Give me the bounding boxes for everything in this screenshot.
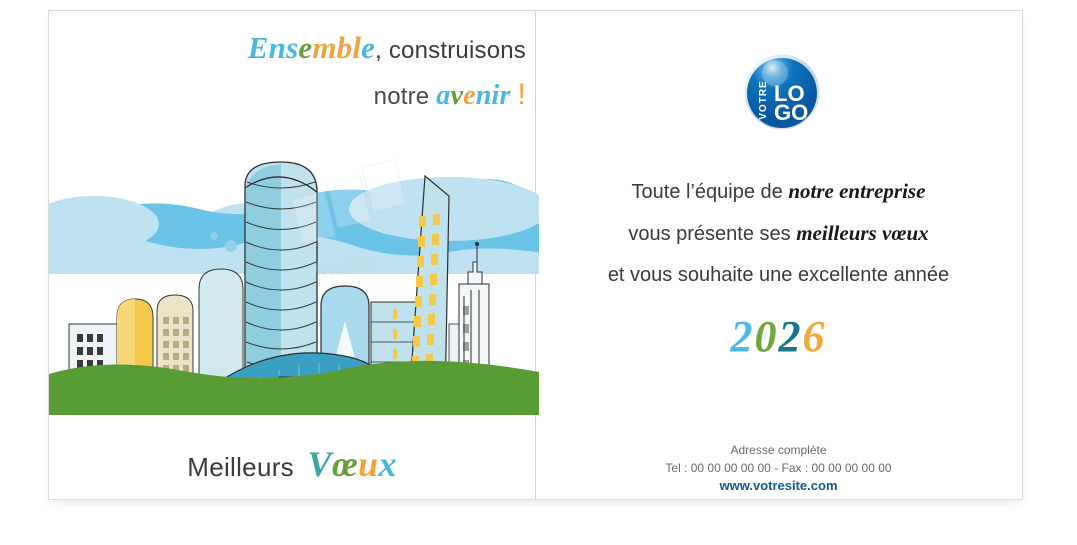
svg-text:VOTRE: VOTRE xyxy=(758,80,769,119)
svg-text:GO: GO xyxy=(774,100,808,125)
